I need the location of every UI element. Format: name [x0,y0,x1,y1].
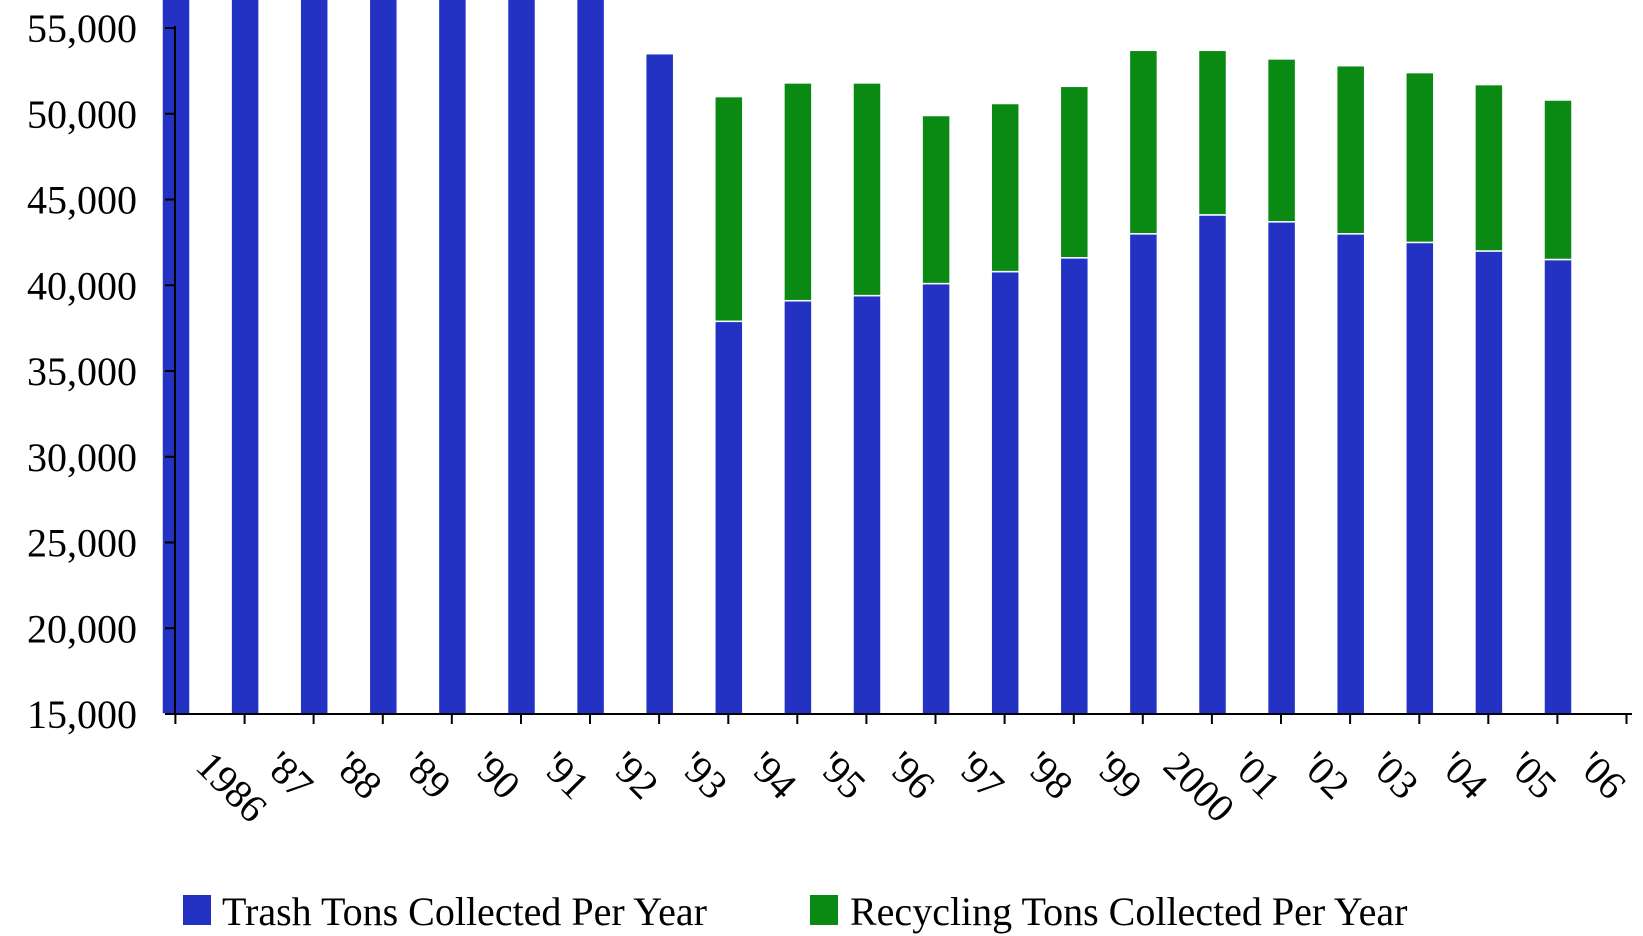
x-tick-label-14: 2000 [1155,743,1243,831]
x-tick-label-4: '90 [464,743,529,808]
trash-bar-20 [1543,258,1573,715]
y-tick-label-4: 35,000 [27,349,137,394]
recycling-bar-9 [783,82,813,302]
recycling-bar-20 [1543,99,1573,261]
x-tick-label-0: 1986 [188,743,276,831]
axes-layer [165,26,1632,724]
y-tick-label-6: 45,000 [27,178,137,223]
recycling-bar-8 [714,95,744,323]
trash-bar-10 [852,294,882,715]
x-tick-label-9: '95 [810,743,875,808]
trash-bar-2 [299,0,329,715]
legend: Trash Tons Collected Per Year Recycling … [183,889,1407,934]
x-tick-label-12: '98 [1017,743,1082,808]
x-tick-label-20: '06 [1570,743,1635,808]
x-tick-label-8: '94 [740,743,805,808]
bars-layer [161,0,1573,715]
trash-bar-3 [368,0,399,715]
trash-bar-7 [644,52,675,715]
x-tick-label-18: '04 [1431,743,1496,808]
trash-bar-16 [1266,221,1297,715]
x-tick-label-17: '03 [1362,743,1427,808]
trash-bar-19 [1474,250,1504,715]
y-tick-label-1: 20,000 [27,606,137,651]
trash-bar-4 [437,0,468,715]
x-tick-label-11: '97 [948,743,1013,808]
recycling-bar-19 [1474,83,1504,252]
trash-bar-5 [506,0,537,715]
x-tick-label-5: '91 [533,743,598,808]
x-tick-label-10: '96 [879,743,944,808]
y-tick-label-8: 55,000 [27,6,137,51]
x-tick-label-13: '99 [1086,743,1151,808]
trash-bar-6 [575,0,606,715]
trash-bar-13 [1059,257,1090,715]
x-tick-label-2: '88 [326,743,391,808]
legend-label-recycling: Recycling Tons Collected Per Year [850,889,1407,934]
trash-bar-17 [1335,233,1366,715]
trash-bar-18 [1405,241,1435,715]
recycling-bar-12 [990,102,1020,273]
recycling-bar-16 [1266,58,1297,223]
trash-bar-1 [230,0,260,715]
recycling-bar-14 [1128,49,1159,235]
y-tick-label-0: 15,000 [27,692,137,737]
y-tick-label-7: 50,000 [27,92,137,137]
y-tick-label-3: 30,000 [27,435,137,480]
x-tick-label-7: '93 [671,743,736,808]
y-tick-label-2: 25,000 [27,521,137,566]
trash-bar-8 [714,320,744,715]
recycling-bar-13 [1059,85,1090,259]
legend-label-trash: Trash Tons Collected Per Year [222,889,707,934]
trash-bar-14 [1128,233,1159,715]
recycling-bar-18 [1405,71,1435,244]
x-tick-label-19: '05 [1501,743,1566,808]
y-tick-labels: 15,000 20,000 25,000 30,000 35,000 40,000 45,0… [27,6,137,737]
trash-bar-11 [921,282,951,715]
legend-swatch-trash [183,895,211,925]
x-tick-label-3: '89 [395,743,460,808]
recycling-bar-15 [1197,49,1228,216]
trash-bar-9 [783,299,813,715]
recycling-bar-10 [852,82,882,297]
x-tick-labels: 1986'87'88'89'90'91'92'93'94'95'96'97'98… [188,743,1635,831]
legend-swatch-recycling [810,895,838,925]
x-tick-label-16: '02 [1293,743,1358,808]
trash-bar-15 [1197,214,1228,715]
recycling-bar-11 [921,114,951,285]
recycling-bar-17 [1335,64,1366,235]
y-tick-label-5: 40,000 [27,263,137,308]
trash-bar-12 [990,270,1020,715]
x-tick-label-6: '92 [602,743,667,808]
